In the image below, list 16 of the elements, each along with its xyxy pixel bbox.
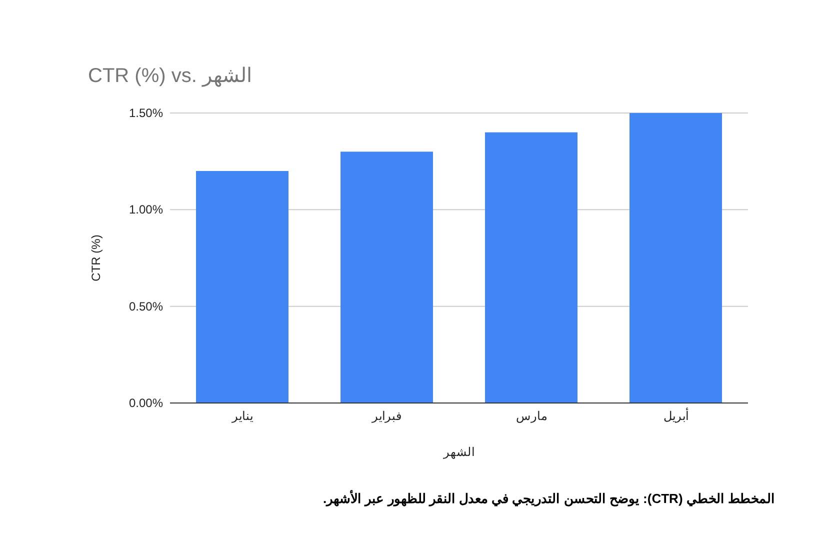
- bar: [485, 132, 578, 403]
- chart-title: CTR (%) vs. الشهر: [88, 65, 252, 87]
- y-tick-label: 0.00%: [128, 396, 164, 410]
- y-tick-label: 1.50%: [128, 106, 164, 120]
- x-tick-label: أبريل: [663, 408, 688, 423]
- bar: [630, 113, 722, 403]
- text: المخطط الخطي (CTR): يوضح التحسن التدريجي في معدل النقر للظهور عبر الأشهر.: [322, 490, 775, 507]
- x-tick-label: يناير: [230, 409, 253, 423]
- bar: [340, 152, 433, 403]
- y-tick-label: 0.50%: [128, 299, 164, 314]
- x-tick-label: فبراير: [370, 409, 402, 423]
- y-axis-title: CTR (%): [89, 234, 103, 282]
- bar: [196, 171, 288, 403]
- y-tick-label: 1.00%: [128, 202, 164, 217]
- x-tick-label: مارس: [516, 409, 547, 423]
- x-axis-title: الشهر: [442, 445, 474, 459]
